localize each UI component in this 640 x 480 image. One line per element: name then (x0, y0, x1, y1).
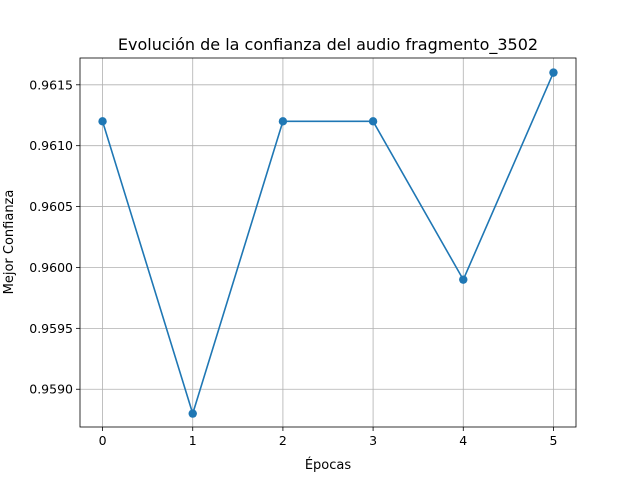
x-tick-label: 4 (459, 433, 467, 448)
data-point (278, 117, 288, 126)
axis-ticks: 0 1 2 3 4 5 0.9590 0.9595 0.9600 0.9605 0.9610 0.96… (29, 77, 557, 448)
x-tick-label: 2 (279, 433, 287, 448)
x-tick-label: 0 (99, 433, 107, 448)
data-series (98, 68, 558, 418)
plot-frame (79, 57, 577, 428)
y-axis-label: Mejor Confianza (2, 190, 17, 295)
y-tick-label: 0.9590 (29, 382, 73, 397)
data-point (549, 68, 558, 77)
x-axis-label: Épocas (305, 457, 352, 473)
y-tick-label: 0.9605 (29, 199, 73, 214)
chart-title: Evolución de la confianza del audio frag… (118, 35, 538, 55)
y-tick-label: 0.9610 (29, 138, 73, 153)
y-tick-label: 0.9615 (29, 77, 73, 92)
data-point (368, 117, 378, 126)
x-tick-label: 3 (369, 433, 377, 448)
x-tick-label: 1 (189, 433, 197, 448)
x-tick-label: 5 (549, 433, 557, 448)
data-point (188, 409, 197, 418)
data-point (98, 117, 107, 126)
y-tick-label: 0.9600 (29, 260, 73, 275)
data-point (459, 275, 468, 284)
y-tick-label: 0.9595 (29, 321, 73, 336)
series-line-0 (101, 72, 555, 415)
